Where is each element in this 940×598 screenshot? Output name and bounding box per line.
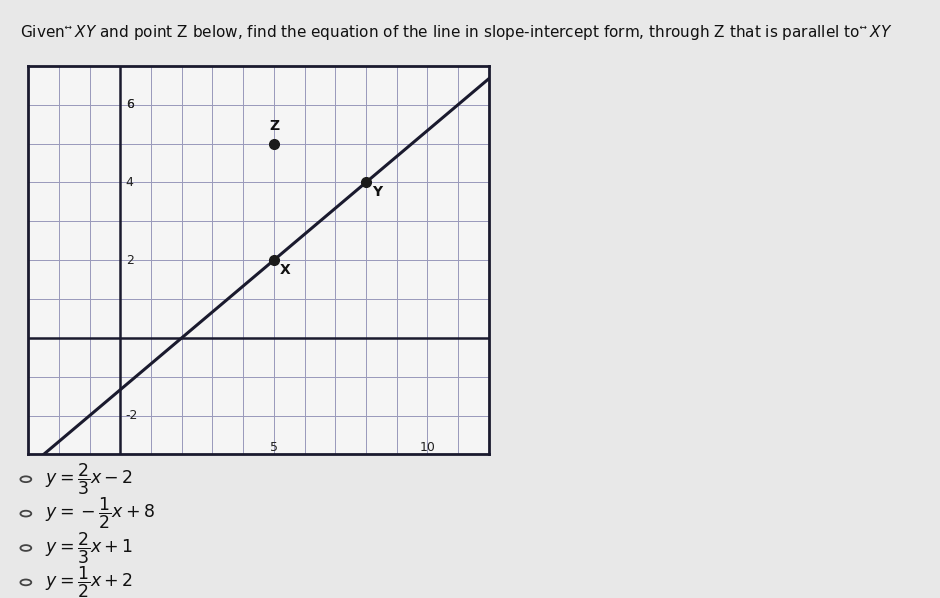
Text: X: X [280, 263, 290, 277]
Text: Given $\overleftrightarrow{XY}$ and point Z below, find the equation of the line: Given $\overleftrightarrow{XY}$ and poin… [21, 23, 893, 42]
Text: 2: 2 [126, 254, 133, 267]
Text: $y = \dfrac{2}{3}x + 1$: $y = \dfrac{2}{3}x + 1$ [45, 530, 133, 566]
Text: Z: Z [269, 119, 279, 133]
Text: 6: 6 [126, 98, 133, 111]
Text: $y = \dfrac{2}{3}x - 2$: $y = \dfrac{2}{3}x - 2$ [45, 462, 133, 497]
Text: 4: 4 [126, 176, 133, 189]
Text: Y: Y [372, 185, 383, 199]
Text: -2: -2 [126, 409, 138, 422]
Text: 10: 10 [419, 441, 435, 454]
Text: $y = -\dfrac{1}{2}x + 8$: $y = -\dfrac{1}{2}x + 8$ [45, 496, 154, 532]
Text: $y = \dfrac{1}{2}x + 2$: $y = \dfrac{1}{2}x + 2$ [45, 565, 133, 598]
Text: 6: 6 [126, 98, 133, 111]
Text: 5: 5 [270, 441, 278, 454]
